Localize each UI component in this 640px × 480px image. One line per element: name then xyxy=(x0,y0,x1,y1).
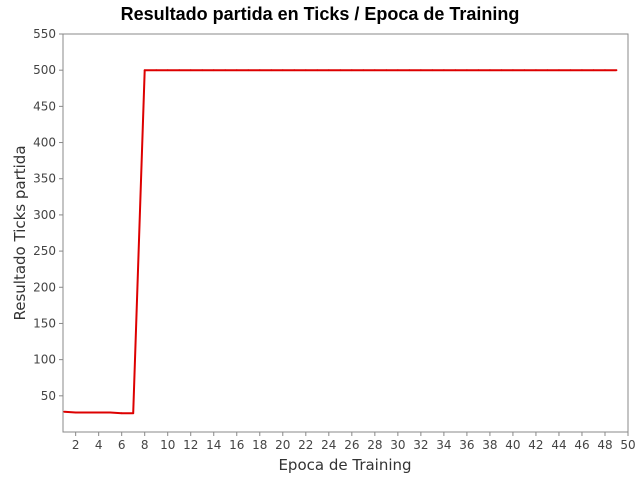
data-point xyxy=(132,412,135,415)
y-tick-label: 300 xyxy=(33,208,56,222)
data-point xyxy=(385,69,388,72)
data-point xyxy=(419,69,422,72)
data-point xyxy=(247,69,250,72)
x-tick-label: 18 xyxy=(252,438,267,452)
x-tick-label: 44 xyxy=(551,438,566,452)
data-point xyxy=(396,69,399,72)
x-tick-label: 50 xyxy=(620,438,635,452)
x-tick-label: 28 xyxy=(367,438,382,452)
x-tick-label: 2 xyxy=(72,438,80,452)
y-tick-label: 50 xyxy=(41,389,56,403)
y-tick-label: 450 xyxy=(33,99,56,113)
data-point xyxy=(86,411,89,414)
data-point xyxy=(327,69,330,72)
data-point xyxy=(258,69,261,72)
data-point xyxy=(546,69,549,72)
y-tick-label: 500 xyxy=(33,63,56,77)
data-point xyxy=(178,69,181,72)
data-point xyxy=(604,69,606,72)
x-tick-label: 26 xyxy=(344,438,359,452)
data-point xyxy=(74,411,77,414)
x-tick-label: 6 xyxy=(118,438,126,452)
y-tick-label: 350 xyxy=(33,172,56,186)
x-tick-label: 36 xyxy=(459,438,474,452)
y-tick-label: 200 xyxy=(33,280,56,294)
x-tick-label: 4 xyxy=(95,438,103,452)
x-tick-label: 32 xyxy=(413,438,428,452)
y-axis-ticks: 50 100 150 200 250 300 350 400 450 500 550 xyxy=(33,27,63,403)
x-tick-label: 38 xyxy=(482,438,497,452)
data-point xyxy=(120,412,123,415)
x-tick-label: 10 xyxy=(160,438,175,452)
y-axis-label: Resultado Ticks partida xyxy=(11,145,29,320)
data-point xyxy=(293,69,296,72)
x-tick-label: 34 xyxy=(436,438,451,452)
data-point xyxy=(442,69,445,72)
data-point xyxy=(270,69,273,72)
chart-title: Resultado partida en Ticks / Epoca de Tr… xyxy=(121,4,520,24)
x-tick-label: 30 xyxy=(390,438,405,452)
data-point xyxy=(489,69,491,72)
data-point xyxy=(408,69,411,72)
y-tick-label: 150 xyxy=(33,316,56,330)
x-tick-label: 48 xyxy=(597,438,612,452)
data-point xyxy=(477,69,480,72)
data-point xyxy=(212,69,215,72)
y-tick-label: 250 xyxy=(33,244,56,258)
x-tick-label: 24 xyxy=(321,438,336,452)
data-point xyxy=(224,69,227,72)
data-point xyxy=(166,69,169,72)
data-point xyxy=(143,69,146,72)
data-point xyxy=(500,69,503,72)
data-point xyxy=(304,69,307,72)
data-point xyxy=(63,410,66,413)
data-point xyxy=(592,69,595,72)
y-tick-label: 550 xyxy=(33,27,56,41)
data-point xyxy=(523,69,526,72)
data-point xyxy=(558,69,560,72)
data-point xyxy=(316,69,319,72)
x-tick-label: 22 xyxy=(298,438,313,452)
data-point xyxy=(155,69,158,72)
data-point xyxy=(581,69,583,72)
data-point xyxy=(109,411,112,414)
data-point xyxy=(431,69,434,72)
data-point xyxy=(373,69,376,72)
data-point xyxy=(512,69,514,72)
x-tick-label: 14 xyxy=(206,438,221,452)
data-point xyxy=(235,69,238,72)
x-tick-label: 16 xyxy=(229,438,244,452)
data-point xyxy=(97,411,100,414)
data-point xyxy=(339,69,342,72)
y-tick-label: 100 xyxy=(33,353,56,367)
series-layer xyxy=(63,69,618,415)
data-point xyxy=(350,69,353,72)
plot-area xyxy=(62,33,629,433)
data-point xyxy=(281,69,284,72)
x-tick-label: 12 xyxy=(183,438,198,452)
data-point xyxy=(569,69,572,72)
data-point xyxy=(615,69,618,72)
data-point xyxy=(454,69,457,72)
x-axis-ticks: 2 4 6 8 10 12 14 16 18 20 22 24 26 28 30 32 34 36 38 40 42 44… xyxy=(72,432,636,452)
data-point xyxy=(201,69,204,72)
y-tick-label: 400 xyxy=(33,136,56,150)
x-axis-label: Epoca de Training xyxy=(278,456,411,474)
data-point xyxy=(362,69,365,72)
x-tick-label: 40 xyxy=(505,438,520,452)
x-tick-label: 42 xyxy=(528,438,543,452)
x-tick-label: 20 xyxy=(275,438,290,452)
x-tick-label: 46 xyxy=(574,438,589,452)
data-point xyxy=(535,69,537,72)
data-point xyxy=(466,69,468,72)
x-tick-label: 8 xyxy=(141,438,149,452)
data-point xyxy=(189,69,192,72)
